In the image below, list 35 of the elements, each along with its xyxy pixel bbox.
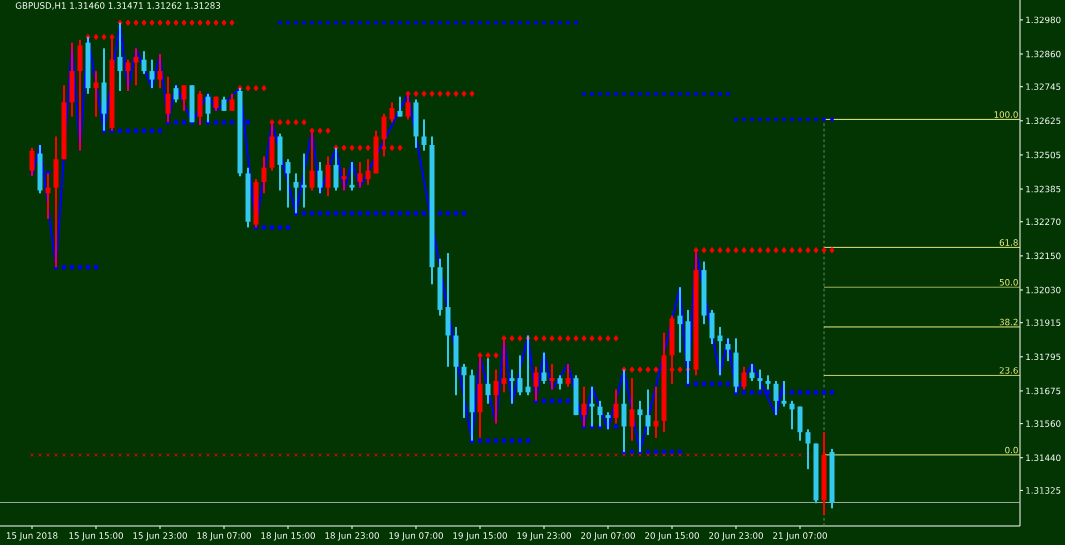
y-tick-label: 1.31675 — [1026, 387, 1061, 395]
x-tick-label: 21 Jun 07:00 — [773, 532, 827, 541]
annotation: 0.0 — [1005, 446, 1018, 454]
y-tick-label: 1.32150 — [1026, 252, 1061, 260]
y-tick-label: 1.32030 — [1026, 286, 1061, 294]
annotation: 50.0 — [999, 279, 1018, 286]
y-tick-label: 1.32385 — [1026, 185, 1061, 193]
x-tick-label: 15 Jun 15:00 — [69, 532, 123, 541]
y-tick-label: 1.31325 — [1026, 487, 1061, 494]
x-tick-label: 18 Jun 15:00 — [261, 532, 315, 541]
annotation: 23.6 — [999, 367, 1018, 374]
annotation: 100.0 — [994, 111, 1018, 118]
x-tick-label: 19 Jun 23:00 — [517, 532, 571, 541]
y-tick-label: 1.32270 — [1026, 218, 1061, 226]
y-tick-label: 1.32625 — [1026, 117, 1061, 125]
y-tick-label: 1.32980 — [1026, 16, 1061, 24]
x-tick-label: 15 Jun 2018 — [6, 532, 58, 541]
x-tick-label: 19 Jun 15:00 — [453, 532, 507, 541]
x-tick-label: 15 Jun 23:00 — [133, 532, 187, 541]
x-tick-label: 20 Jun 15:00 — [645, 532, 699, 541]
x-tick-label: 20 Jun 23:00 — [709, 532, 763, 541]
y-tick-label: 1.32745 — [1026, 83, 1061, 90]
x-tick-label: 18 Jun 07:00 — [197, 532, 251, 541]
y-tick-label: 1.32505 — [1026, 151, 1061, 159]
y-tick-label: 1.31915 — [1026, 319, 1061, 326]
y-tick-label: 1.31795 — [1026, 353, 1061, 361]
y-tick-label: 1.32860 — [1026, 50, 1061, 58]
x-tick-label: 18 Jun 23:00 — [325, 532, 379, 541]
x-tick-label: 19 Jun 07:00 — [389, 532, 443, 541]
y-tick-label: 1.31440 — [1026, 454, 1061, 462]
chart-title: GBPUSD,H1 1.31460 1.31471 1.31262 1.31283 — [15, 2, 221, 10]
annotation: 61.8 — [999, 239, 1018, 246]
x-tick-label: 20 Jun 07:00 — [581, 532, 635, 541]
annotation: 38.2 — [999, 318, 1018, 326]
y-tick-label: 1.31560 — [1026, 420, 1061, 427]
